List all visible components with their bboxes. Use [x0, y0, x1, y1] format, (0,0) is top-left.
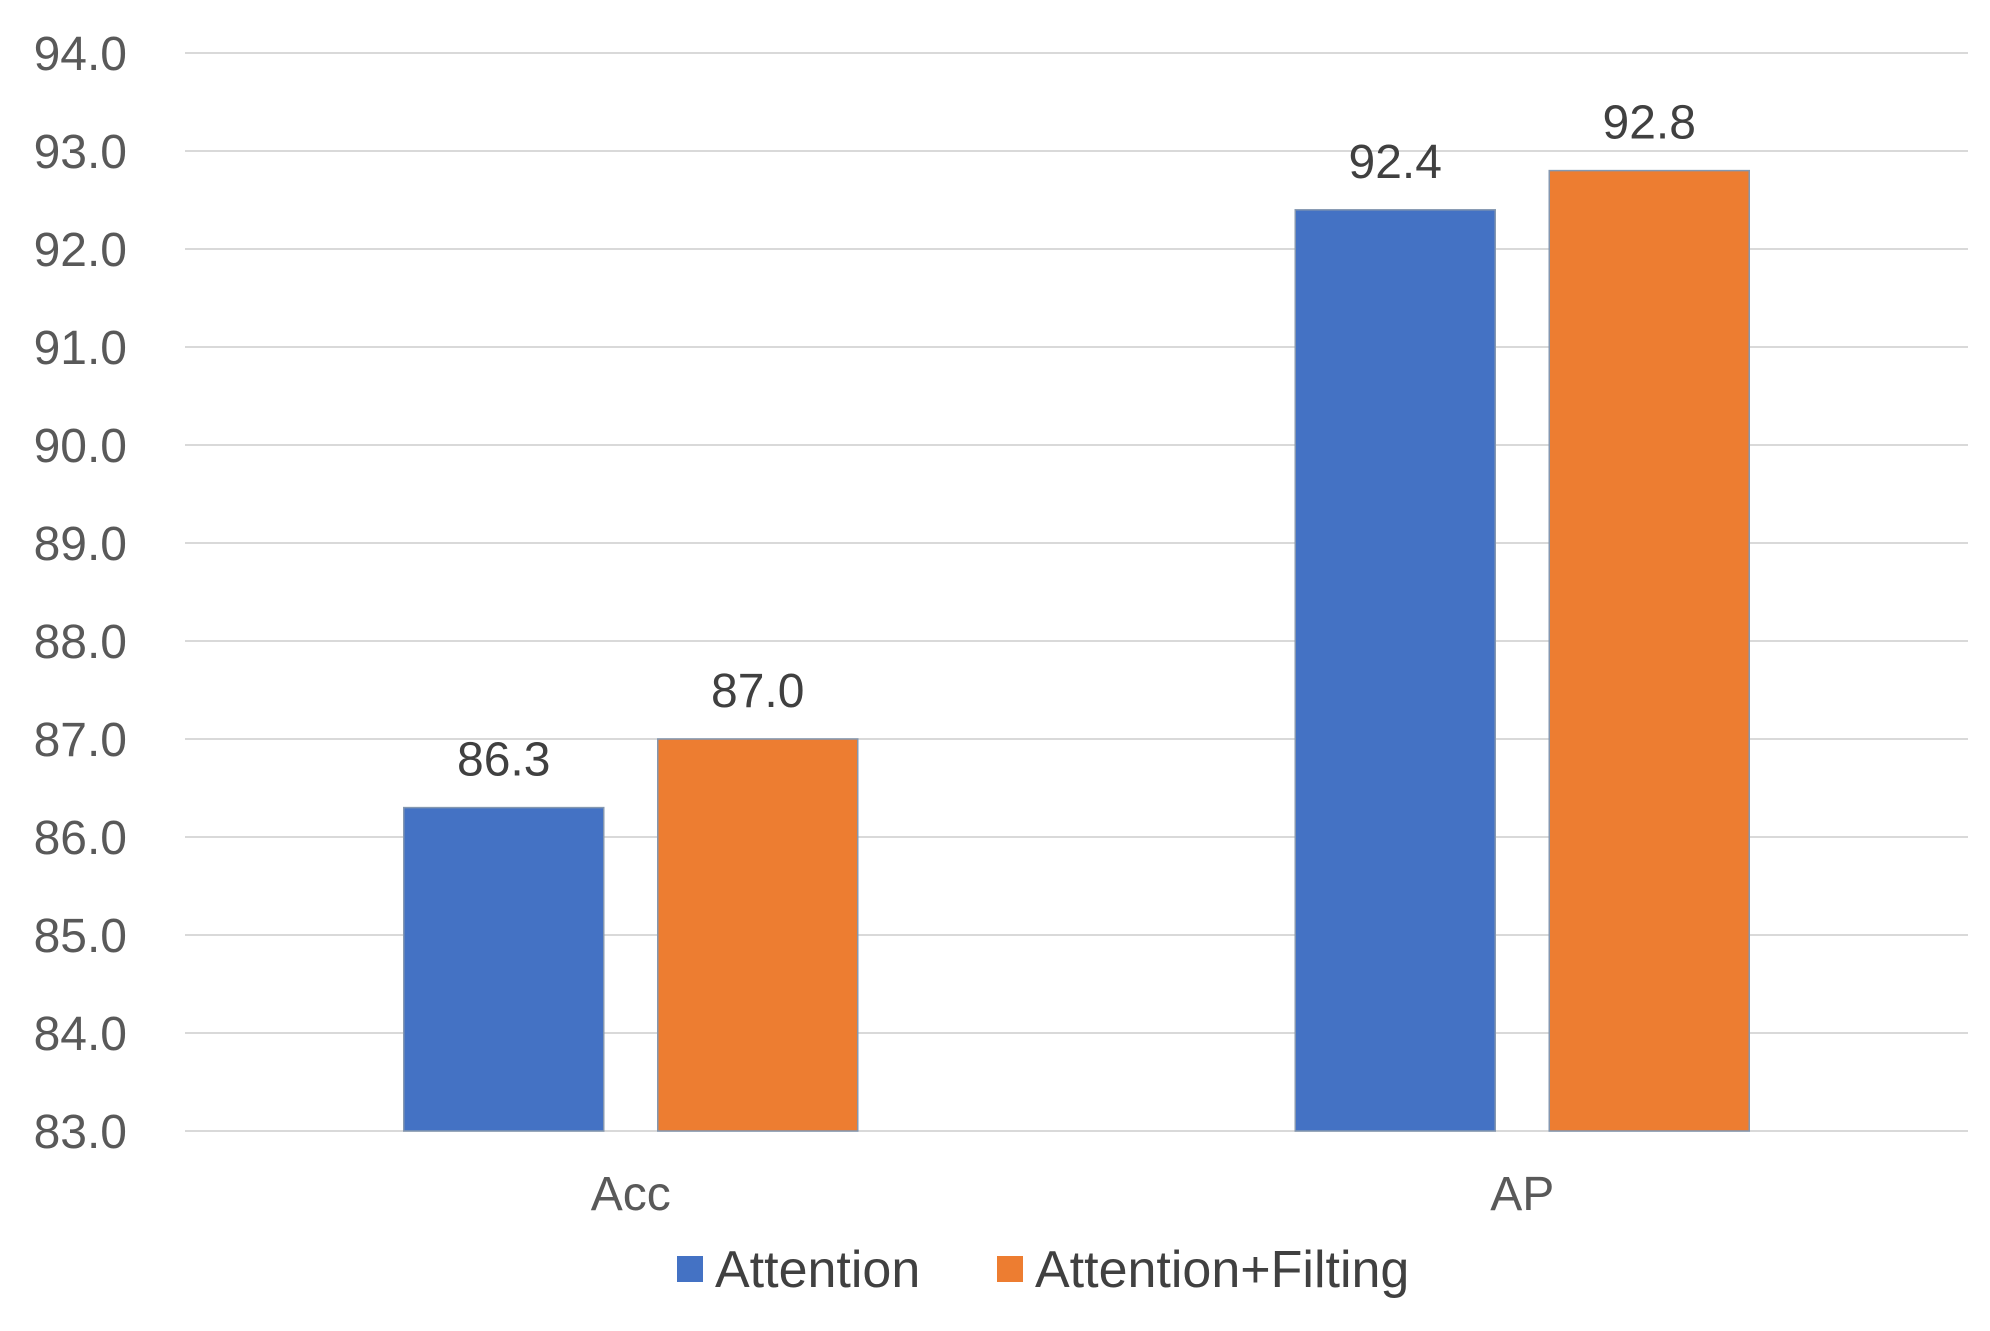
legend-label[interactable]: Attention — [715, 1241, 920, 1299]
y-tick-label: 94.0 — [34, 28, 127, 81]
data-label: 92.4 — [1349, 136, 1442, 189]
legend-swatch[interactable] — [677, 1256, 703, 1282]
x-category-label: AP — [1490, 1168, 1554, 1221]
y-tick-label: 87.0 — [34, 714, 127, 767]
data-label: 86.3 — [457, 734, 550, 787]
y-axis-ticks: 83.0 84.0 85.0 86.0 87.0 88.0 89.0 90.0 91.0 92.0… — [34, 28, 127, 1159]
x-category-label: Acc — [591, 1168, 671, 1221]
y-tick-label: 89.0 — [34, 518, 127, 571]
y-tick-label: 91.0 — [34, 322, 127, 375]
y-tick-label: 93.0 — [34, 126, 127, 179]
y-tick-label: 92.0 — [34, 224, 127, 277]
y-tick-label: 83.0 — [34, 1106, 127, 1159]
legend-label[interactable]: Attention+Filting — [1035, 1241, 1409, 1299]
data-label: 92.8 — [1603, 97, 1696, 150]
y-tick-label: 90.0 — [34, 420, 127, 473]
bar-attention-ap[interactable] — [1294, 209, 1496, 1132]
legend: Attention Attention+Filting — [677, 1241, 1409, 1299]
bars — [403, 169, 1750, 1132]
bar-attention-filting-ap[interactable] — [1548, 169, 1750, 1132]
y-tick-label: 86.0 — [34, 812, 127, 865]
y-tick-label: 84.0 — [34, 1008, 127, 1061]
bar-attention-filting-acc[interactable] — [657, 738, 859, 1132]
data-label: 87.0 — [711, 665, 804, 718]
x-axis-categories: Acc AP — [591, 1168, 1555, 1221]
data-labels: 86.3 87.0 92.4 92.8 — [457, 97, 1696, 787]
legend-swatch[interactable] — [997, 1256, 1023, 1282]
bar-attention-acc[interactable] — [403, 806, 605, 1132]
y-tick-label: 88.0 — [34, 616, 127, 669]
y-tick-label: 85.0 — [34, 910, 127, 963]
